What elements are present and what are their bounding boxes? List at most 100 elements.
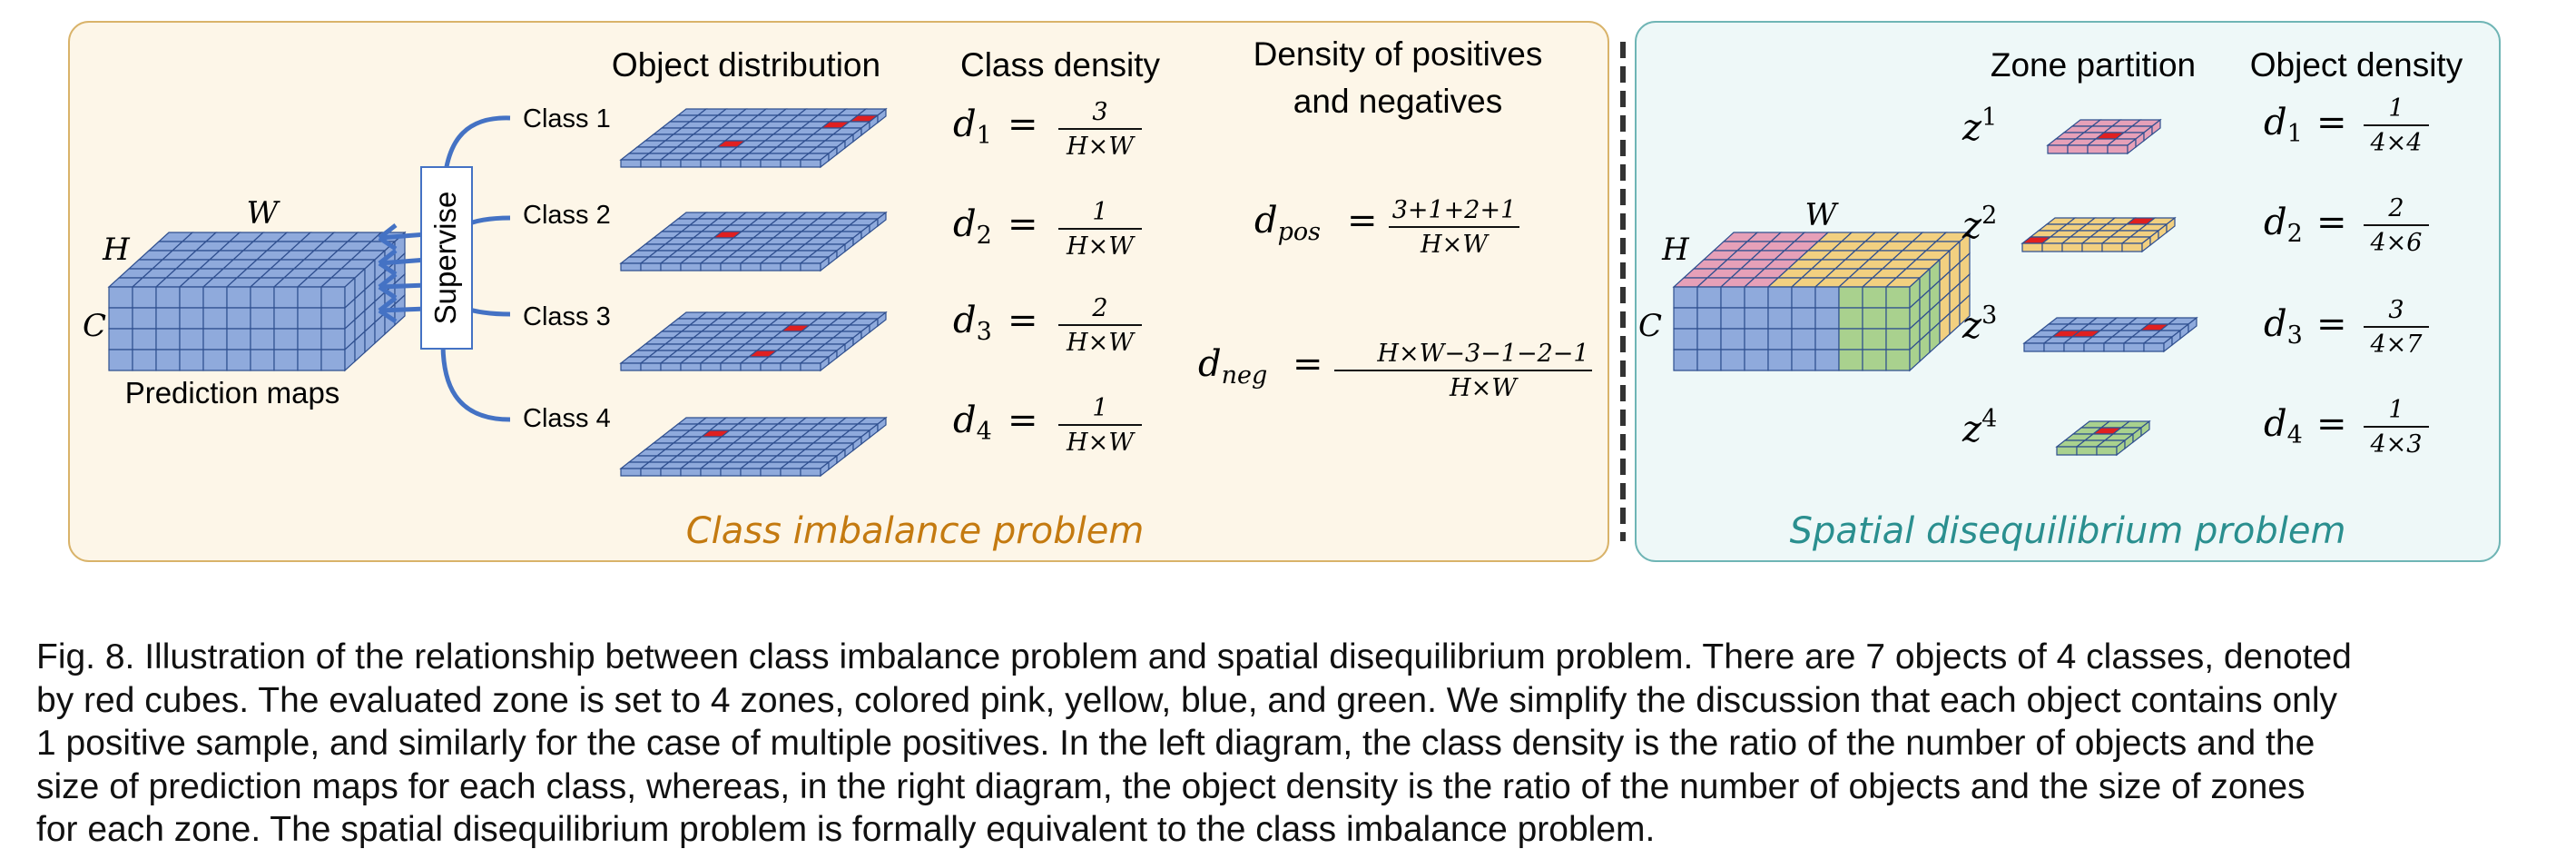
cube-cell bbox=[2043, 342, 2065, 352]
svg-text:1: 1 bbox=[2388, 396, 2404, 424]
header-object-density: Object density bbox=[2250, 46, 2463, 84]
cube-cell bbox=[1838, 328, 1863, 351]
cube-cell bbox=[1696, 349, 1722, 371]
cube-cell bbox=[1720, 286, 1745, 309]
svg-text:4×4: 4×4 bbox=[2370, 129, 2423, 157]
cube-cell bbox=[108, 307, 133, 330]
right-panel-title: Spatial disequilibrium problem bbox=[1790, 510, 2346, 552]
cube-cell bbox=[1862, 328, 1887, 351]
cube-cell bbox=[2103, 342, 2125, 352]
cube-cell bbox=[700, 262, 722, 272]
svg-text:H×W: H×W bbox=[1420, 231, 1490, 259]
zone-3-label: z3 bbox=[1961, 301, 1997, 347]
zone-1-label: z1 bbox=[1961, 104, 1997, 149]
cube-cell bbox=[108, 349, 133, 371]
cube-cell bbox=[700, 159, 722, 168]
right-dim-label-h: H bbox=[1661, 232, 1690, 268]
svg-text:3: 3 bbox=[1092, 98, 1107, 126]
cube-cell bbox=[320, 349, 346, 371]
cube-cell bbox=[1959, 293, 1971, 327]
cube-cell bbox=[720, 362, 742, 371]
svg-text:H×W: H×W bbox=[1066, 133, 1136, 161]
zone-slabs bbox=[2020, 118, 2198, 457]
cube-cell bbox=[2121, 242, 2143, 252]
cube-cell bbox=[2166, 216, 2176, 234]
cube-cell bbox=[1885, 286, 1911, 309]
cube-cell bbox=[1696, 328, 1722, 351]
cube-cell bbox=[660, 362, 682, 371]
cube-cell bbox=[273, 286, 299, 309]
cube-cell bbox=[179, 349, 204, 371]
cube-cell bbox=[2047, 144, 2069, 154]
class-1-label: Class 1 bbox=[523, 104, 611, 133]
cube-cell bbox=[760, 262, 782, 272]
svg-text:=: = bbox=[1008, 104, 1038, 145]
cube-cell bbox=[1744, 328, 1769, 351]
cube-cell bbox=[800, 159, 821, 168]
header-density-pos-neg-2: and negatives bbox=[1293, 83, 1502, 120]
cube-cell bbox=[2081, 242, 2103, 252]
cube-cell bbox=[2151, 118, 2161, 136]
cube-cell bbox=[1696, 286, 1722, 309]
class-density-2: d2 = 1 H×W bbox=[953, 198, 1142, 261]
cube-cell bbox=[2076, 446, 2098, 456]
cube-cell bbox=[620, 362, 642, 371]
cube-cell bbox=[780, 262, 801, 272]
cube-cell bbox=[680, 362, 702, 371]
cube-cell bbox=[1838, 349, 1863, 371]
class-slabs bbox=[619, 107, 888, 478]
class-3-label: Class 3 bbox=[523, 302, 611, 331]
cube-cell bbox=[800, 468, 821, 477]
cube-cell bbox=[700, 468, 722, 477]
cube-cell bbox=[320, 286, 346, 309]
svg-text:=: = bbox=[2316, 403, 2347, 445]
supervise-box bbox=[420, 166, 473, 350]
cube-cell bbox=[1885, 307, 1911, 330]
cube-cell bbox=[1744, 307, 1769, 330]
cube-cell bbox=[640, 159, 662, 168]
cube-cell bbox=[155, 349, 181, 371]
cube-cell bbox=[2140, 420, 2150, 438]
cube-cell bbox=[2087, 144, 2109, 154]
svg-text:H×W: H×W bbox=[1066, 232, 1136, 261]
cube-cell bbox=[800, 262, 821, 272]
cube-cell bbox=[660, 159, 682, 168]
cube-cell bbox=[620, 262, 642, 272]
header-object-distribution: Object distribution bbox=[612, 46, 880, 84]
svg-text:1: 1 bbox=[1092, 198, 1107, 226]
svg-text:z3: z3 bbox=[1961, 301, 1997, 347]
cube-cell bbox=[1767, 307, 1793, 330]
cube-cell bbox=[155, 307, 181, 330]
svg-text:d3: d3 bbox=[953, 300, 992, 346]
cube-cell bbox=[2056, 446, 2078, 456]
density-positives: dpos = 3+1+2+1 H×W bbox=[1254, 196, 1519, 259]
left-panel bbox=[68, 21, 1609, 562]
svg-text:=: = bbox=[2316, 102, 2347, 143]
svg-text:z2: z2 bbox=[1961, 202, 1997, 247]
cube-cell bbox=[273, 307, 299, 330]
svg-text:=: = bbox=[1008, 203, 1038, 245]
cube-cell bbox=[640, 362, 662, 371]
cube-cell bbox=[877, 211, 887, 228]
cube-cell bbox=[1885, 328, 1911, 351]
cube-cell bbox=[740, 468, 762, 477]
cube-cell bbox=[226, 349, 251, 371]
header-zone-partition: Zone partition bbox=[1991, 46, 2196, 84]
cube-cell bbox=[680, 159, 702, 168]
cube-cell bbox=[273, 328, 299, 351]
svg-text:1: 1 bbox=[2388, 94, 2404, 123]
cube-cell bbox=[740, 159, 762, 168]
cube-cell bbox=[1744, 349, 1769, 371]
cube-cell bbox=[1673, 349, 1698, 371]
cube-cell bbox=[877, 107, 887, 124]
cube-cell bbox=[1720, 328, 1745, 351]
cube-cell bbox=[2021, 242, 2043, 252]
svg-text:=: = bbox=[1293, 343, 1323, 385]
svg-text:2: 2 bbox=[2387, 194, 2404, 222]
right-dim-label-w: W bbox=[1805, 197, 1840, 233]
svg-text:4×6: 4×6 bbox=[2370, 229, 2423, 257]
cube-cell bbox=[2096, 446, 2118, 456]
cube-cell bbox=[1696, 307, 1722, 330]
dim-label-w: W bbox=[247, 195, 281, 232]
cube-cell bbox=[202, 307, 228, 330]
